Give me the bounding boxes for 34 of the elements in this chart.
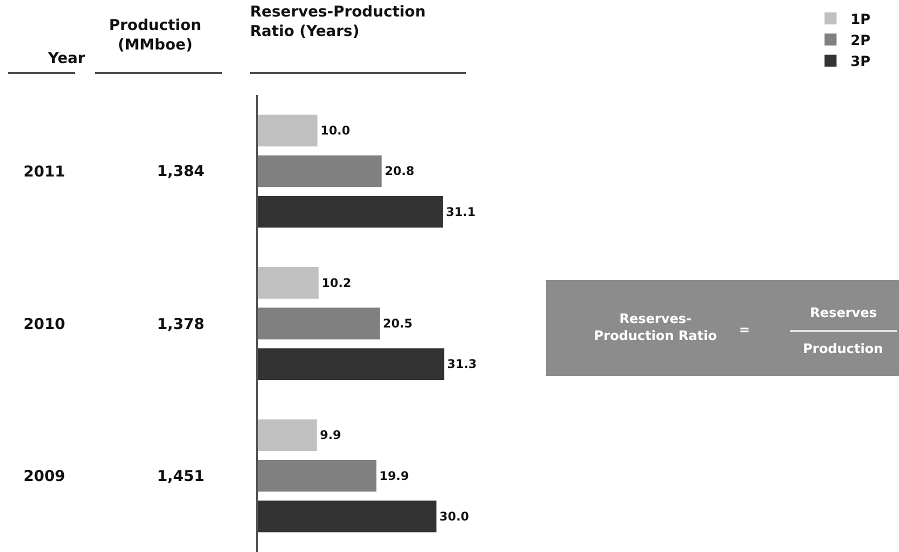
text: 1,384 (157, 162, 204, 180)
bar (258, 155, 382, 188)
chart-title: Reserves-Production Ratio (Years) (250, 2, 426, 40)
text: Production (803, 342, 883, 357)
legend-label: 3P (850, 54, 871, 70)
text: Production (MMboe) (109, 16, 202, 54)
legend-label: 2P (850, 33, 871, 50)
y-tick-label: 2009 (24, 467, 66, 486)
text: 1,451 (157, 467, 204, 485)
data-label: 20.5 (382, 316, 413, 330)
bar (258, 500, 436, 532)
data-label: 31.1 (446, 204, 476, 219)
data-label: 30.0 (439, 509, 470, 524)
y-tick-label: 2011 (24, 162, 66, 180)
bar (258, 196, 443, 228)
text: 1,378 (157, 315, 204, 333)
bar (258, 114, 318, 146)
data-label: 19.9 (379, 468, 409, 483)
bar (258, 419, 317, 452)
data-label: 10.0 (320, 124, 350, 138)
data-label: 9.9 (320, 428, 342, 442)
text: Reserves- Production Ratio (594, 312, 717, 344)
y-tick-label: 2010 (24, 314, 66, 333)
legend-label: 1P (850, 12, 871, 28)
data-label: 10.2 (322, 276, 352, 290)
data-label: 20.8 (384, 164, 414, 178)
bar (258, 348, 444, 380)
text: Reserves (810, 306, 878, 321)
bar (258, 460, 376, 492)
bar (258, 267, 319, 299)
text: = (739, 323, 750, 338)
data-label: 31.3 (447, 357, 477, 372)
y-axis-title: Year (47, 49, 86, 67)
bar (258, 308, 380, 340)
